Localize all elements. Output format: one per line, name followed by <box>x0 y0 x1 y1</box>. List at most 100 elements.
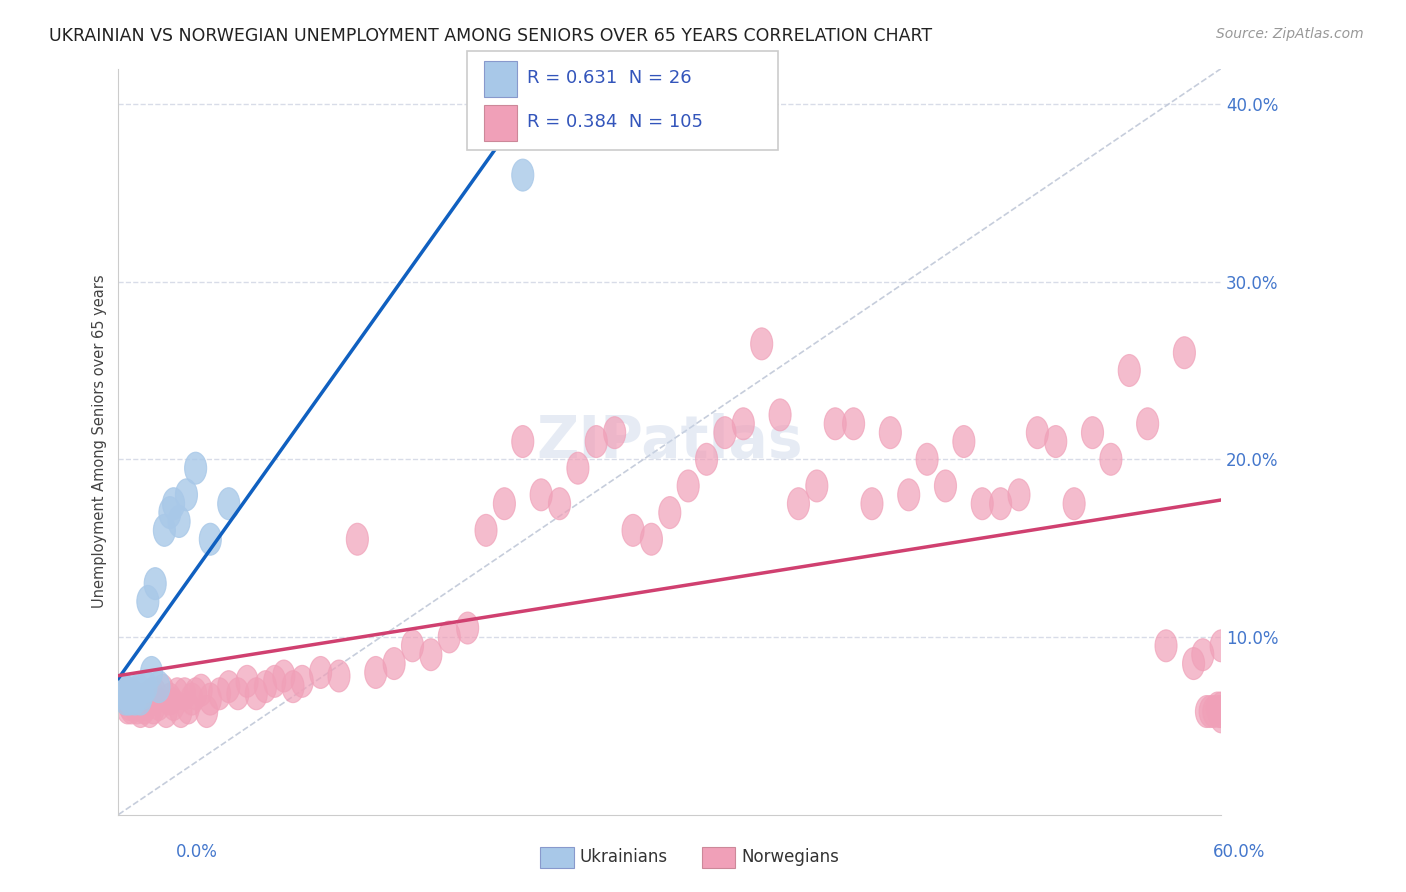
Ellipse shape <box>134 692 155 724</box>
Ellipse shape <box>131 678 153 710</box>
Ellipse shape <box>145 678 166 710</box>
Ellipse shape <box>733 408 755 440</box>
Ellipse shape <box>135 689 157 721</box>
Ellipse shape <box>1154 630 1177 662</box>
Ellipse shape <box>121 674 142 706</box>
Ellipse shape <box>173 678 195 710</box>
Ellipse shape <box>148 671 170 703</box>
Ellipse shape <box>640 524 662 555</box>
Ellipse shape <box>1008 479 1031 511</box>
Ellipse shape <box>787 488 810 520</box>
Ellipse shape <box>475 515 498 546</box>
Ellipse shape <box>678 470 699 502</box>
Ellipse shape <box>195 696 218 728</box>
Ellipse shape <box>1099 443 1122 475</box>
Ellipse shape <box>125 692 148 724</box>
Ellipse shape <box>125 678 148 710</box>
Ellipse shape <box>1063 488 1085 520</box>
Text: R = 0.631  N = 26: R = 0.631 N = 26 <box>527 69 692 87</box>
Ellipse shape <box>166 678 188 710</box>
Ellipse shape <box>1211 630 1232 662</box>
Ellipse shape <box>115 683 136 715</box>
Text: Source: ZipAtlas.com: Source: ZipAtlas.com <box>1216 27 1364 41</box>
Ellipse shape <box>155 696 177 728</box>
Ellipse shape <box>184 452 207 484</box>
Ellipse shape <box>1081 417 1104 449</box>
Ellipse shape <box>129 683 152 715</box>
Ellipse shape <box>141 678 163 710</box>
Ellipse shape <box>1208 696 1230 728</box>
Ellipse shape <box>208 678 231 710</box>
Ellipse shape <box>124 683 146 715</box>
Ellipse shape <box>200 524 221 555</box>
Ellipse shape <box>402 630 423 662</box>
Ellipse shape <box>917 443 938 475</box>
Ellipse shape <box>145 567 166 599</box>
Text: R = 0.384  N = 105: R = 0.384 N = 105 <box>527 113 703 131</box>
Ellipse shape <box>457 612 478 644</box>
Ellipse shape <box>264 665 285 698</box>
Ellipse shape <box>382 648 405 680</box>
Ellipse shape <box>112 674 135 706</box>
Y-axis label: Unemployment Among Seniors over 65 years: Unemployment Among Seniors over 65 years <box>93 275 107 608</box>
Ellipse shape <box>115 683 136 715</box>
Ellipse shape <box>603 417 626 449</box>
Ellipse shape <box>567 452 589 484</box>
Ellipse shape <box>1195 696 1218 728</box>
Ellipse shape <box>236 665 259 698</box>
Text: Ukrainians: Ukrainians <box>579 848 668 866</box>
Ellipse shape <box>1211 692 1232 724</box>
Ellipse shape <box>135 671 157 703</box>
Ellipse shape <box>273 660 295 692</box>
Ellipse shape <box>1211 696 1232 728</box>
Ellipse shape <box>1202 696 1225 728</box>
Ellipse shape <box>1192 639 1213 671</box>
Ellipse shape <box>184 678 207 710</box>
Ellipse shape <box>346 524 368 555</box>
Ellipse shape <box>152 674 173 706</box>
Text: 60.0%: 60.0% <box>1213 843 1265 861</box>
Ellipse shape <box>124 689 146 721</box>
Ellipse shape <box>860 488 883 520</box>
Ellipse shape <box>111 678 134 710</box>
Ellipse shape <box>159 683 181 715</box>
Ellipse shape <box>170 696 193 728</box>
Ellipse shape <box>122 683 145 715</box>
Ellipse shape <box>245 678 267 710</box>
Ellipse shape <box>163 689 184 721</box>
Ellipse shape <box>121 692 142 724</box>
Ellipse shape <box>1045 425 1067 458</box>
Ellipse shape <box>128 689 149 721</box>
Ellipse shape <box>283 671 304 703</box>
Ellipse shape <box>439 621 460 653</box>
Ellipse shape <box>659 497 681 529</box>
Ellipse shape <box>1199 696 1222 728</box>
Ellipse shape <box>824 408 846 440</box>
Ellipse shape <box>226 678 249 710</box>
Ellipse shape <box>139 696 160 728</box>
Ellipse shape <box>136 683 159 715</box>
Ellipse shape <box>530 479 553 511</box>
Ellipse shape <box>111 678 134 710</box>
Ellipse shape <box>136 585 159 617</box>
Ellipse shape <box>117 678 139 710</box>
Ellipse shape <box>696 443 717 475</box>
Ellipse shape <box>121 678 142 710</box>
Ellipse shape <box>159 497 181 529</box>
Ellipse shape <box>1211 701 1232 733</box>
Text: ZIPatlas: ZIPatlas <box>537 413 803 470</box>
Ellipse shape <box>128 674 149 706</box>
Ellipse shape <box>935 470 956 502</box>
Ellipse shape <box>176 479 197 511</box>
Ellipse shape <box>177 692 200 724</box>
Ellipse shape <box>714 417 735 449</box>
Ellipse shape <box>148 689 170 721</box>
Ellipse shape <box>1118 354 1140 386</box>
Ellipse shape <box>548 488 571 520</box>
Ellipse shape <box>142 692 165 724</box>
Ellipse shape <box>117 692 139 724</box>
Ellipse shape <box>122 678 145 710</box>
Ellipse shape <box>200 683 221 715</box>
Ellipse shape <box>842 408 865 440</box>
Ellipse shape <box>163 488 184 520</box>
